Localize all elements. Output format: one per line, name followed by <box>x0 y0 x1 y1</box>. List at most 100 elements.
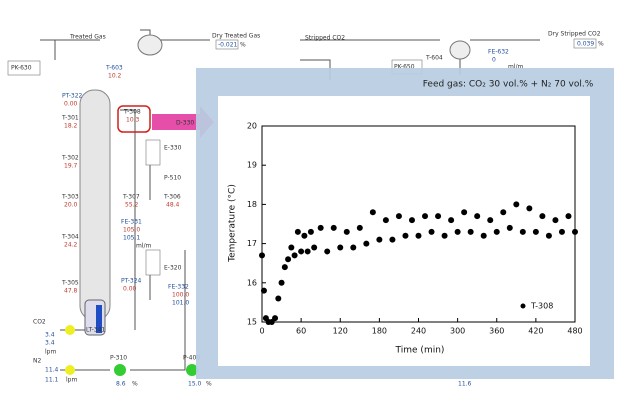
point <box>539 213 546 220</box>
y-tick-label: 19 <box>247 161 257 170</box>
value: 48.4 <box>166 202 180 209</box>
point <box>526 205 533 212</box>
point <box>301 232 308 239</box>
package-box <box>7 60 41 76</box>
label: T-301 <box>61 115 79 122</box>
legend-marker <box>520 303 526 309</box>
point <box>572 228 578 235</box>
point <box>350 244 357 251</box>
unit: ml/m <box>136 243 152 250</box>
value: 8.6 <box>116 381 126 388</box>
point <box>422 213 429 220</box>
point <box>337 244 344 251</box>
label: P-510 <box>164 175 181 182</box>
x-tick-label: 240 <box>411 327 426 336</box>
label: CO2 <box>33 319 46 326</box>
point <box>565 213 572 220</box>
unit: % <box>206 381 212 388</box>
highlight <box>117 105 151 133</box>
value: 18.2 <box>64 123 78 130</box>
process-diagram: Treated Gas Dry Treated Gas -0.021 % PK-… <box>7 29 604 388</box>
x-tick-label: 360 <box>489 327 504 336</box>
point <box>272 315 279 322</box>
label: PK-630 <box>11 65 32 72</box>
label: T-305 <box>61 280 79 287</box>
point <box>288 244 295 251</box>
point <box>285 256 292 263</box>
value: 11.6 <box>458 381 472 388</box>
label: PT-322 <box>62 93 83 100</box>
point <box>294 228 301 235</box>
x-tick-label: 180 <box>372 327 387 336</box>
point <box>291 252 298 259</box>
point <box>415 232 422 239</box>
y-tick-label: 20 <box>247 122 257 131</box>
label: T-304 <box>61 234 79 241</box>
point <box>519 228 526 235</box>
column <box>79 89 111 321</box>
point <box>324 248 331 255</box>
x-tick-label: 60 <box>296 327 306 336</box>
y-tick-label: 17 <box>247 239 257 248</box>
label: E-330 <box>164 145 182 152</box>
point <box>448 217 455 224</box>
value: 10.3 <box>126 117 140 124</box>
value: 0.00 <box>64 101 78 108</box>
x-tick-label: 420 <box>528 327 543 336</box>
unit: ml/m <box>508 64 524 71</box>
label: T-306 <box>163 194 181 201</box>
point <box>382 217 389 224</box>
point <box>454 228 461 235</box>
label: E-320 <box>164 265 182 272</box>
x-tick-label: 120 <box>333 327 348 336</box>
value: 20.0 <box>64 202 78 209</box>
point <box>307 228 314 235</box>
x-tick-label: 300 <box>450 327 465 336</box>
label: PK-650 <box>394 64 415 71</box>
point <box>441 232 448 239</box>
value-box <box>215 39 239 50</box>
point <box>356 224 363 231</box>
point <box>500 209 507 216</box>
value: 0 <box>492 57 496 64</box>
label: Dry Stripped CO2 <box>548 31 601 38</box>
label: Dry Treated Gas <box>212 33 260 40</box>
label: FE-331 <box>121 219 142 226</box>
label: P-400 <box>183 355 200 362</box>
value: 55.2 <box>125 202 139 209</box>
point <box>389 236 396 243</box>
y-tick-label: 15 <box>247 318 257 327</box>
point <box>311 244 318 251</box>
unit: lpm <box>66 377 77 384</box>
pump <box>186 364 198 376</box>
point <box>281 264 288 271</box>
point <box>552 217 559 224</box>
value: 105.0 <box>123 227 140 234</box>
label: T-308 <box>123 109 141 116</box>
point <box>363 240 370 247</box>
label: D-330 <box>176 120 194 127</box>
y-tick-label: 18 <box>247 200 257 209</box>
exchanger <box>145 249 161 276</box>
point <box>513 201 520 208</box>
point <box>506 224 513 231</box>
label: T-604 <box>425 55 443 62</box>
level-bar <box>96 305 102 333</box>
unit: % <box>240 42 246 49</box>
point <box>474 213 481 220</box>
label: Stripped CO2 <box>305 35 345 42</box>
point <box>493 228 500 235</box>
value: 101.0 <box>172 300 189 307</box>
point <box>402 232 409 239</box>
y-tick-label: 16 <box>247 278 257 287</box>
value: 3.4 <box>45 332 55 339</box>
value: 11.1 <box>45 377 59 384</box>
label: T-302 <box>61 155 79 162</box>
point <box>545 232 552 239</box>
valve <box>65 365 75 375</box>
point <box>298 248 305 255</box>
point <box>558 228 565 235</box>
point <box>435 213 442 220</box>
value: 15.0 <box>188 381 202 388</box>
point <box>369 209 376 216</box>
